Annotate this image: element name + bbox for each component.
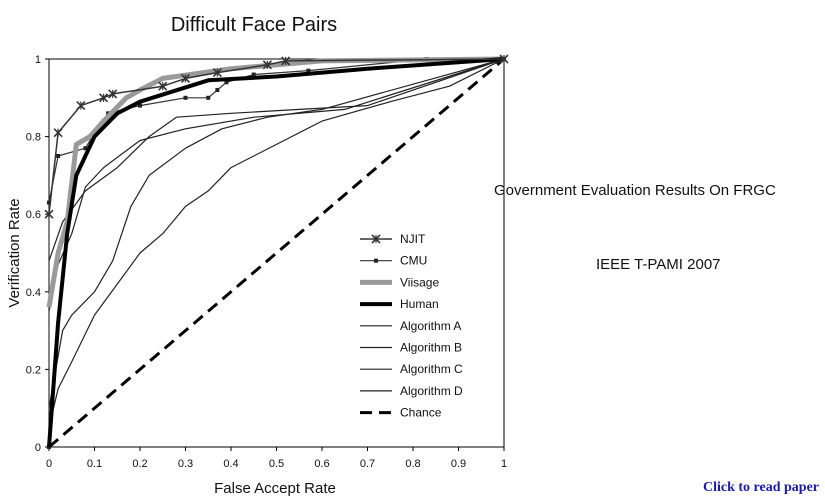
cmu-point xyxy=(206,95,211,100)
legend-label-cmu: CMU xyxy=(400,254,427,268)
njit-point xyxy=(99,93,109,103)
y-tick-label: 0.6 xyxy=(26,209,41,221)
legend: NJIT CMU Viisage Human Algorithm A Algorithm … xyxy=(360,232,463,420)
x-tick-label: 0.1 xyxy=(87,458,102,470)
cmu-point xyxy=(183,95,188,100)
x-tick-label: 0.4 xyxy=(223,458,238,470)
njit-point xyxy=(180,73,191,83)
cmu-point xyxy=(47,200,51,205)
evaluation-caption: Government Evaluation Results On FRGC xyxy=(494,182,776,199)
legend-label-algorithm-b: Algorithm B xyxy=(400,341,462,355)
algorithm-d-series-line xyxy=(48,58,505,428)
viisage-series-line xyxy=(46,56,505,308)
y-tick-label: 0 xyxy=(35,442,41,454)
legend-label-njit: NJIT xyxy=(400,232,426,246)
x-tick-label: 0.3 xyxy=(178,458,193,470)
njit-point xyxy=(262,60,272,70)
cmu-point xyxy=(306,68,311,73)
cmu-point xyxy=(251,72,256,77)
njit-point xyxy=(499,54,509,64)
cmu-point xyxy=(215,88,220,93)
njit-point xyxy=(44,209,54,219)
legend-njit-point xyxy=(371,234,381,244)
x-axis-label: False Accept Rate xyxy=(214,480,336,497)
njit-point xyxy=(212,68,222,78)
chart-title: Difficult Face Pairs xyxy=(171,14,337,36)
legend-label-algorithm-c: Algorithm C xyxy=(400,362,463,376)
cmu-point xyxy=(224,80,229,85)
x-tick-label: 0.2 xyxy=(132,458,147,470)
x-tick-label: 1 xyxy=(501,458,507,470)
legend-label-chance: Chance xyxy=(400,406,442,420)
publication-caption: IEEE T-PAMI 2007 xyxy=(596,256,721,273)
x-tick-label: 0 xyxy=(46,458,52,470)
y-tick-label: 0.2 xyxy=(26,364,41,376)
legend-cmu-point xyxy=(374,258,378,263)
legend-label-viisage: Viisage xyxy=(400,275,439,289)
x-tick-label: 0.9 xyxy=(451,458,466,470)
njit-point xyxy=(158,81,168,91)
x-tick-label: 0.5 xyxy=(269,458,284,470)
y-tick-label: 0.8 xyxy=(26,132,41,144)
cmu-point xyxy=(83,146,88,151)
read-paper-link[interactable]: Click to read paper xyxy=(702,480,819,495)
y-tick-label: 1 xyxy=(35,54,41,66)
algorithm-c-series-line xyxy=(48,58,505,409)
cmu-point xyxy=(138,103,142,108)
x-tick-label: 0.8 xyxy=(405,458,420,470)
chance-series-line xyxy=(48,57,505,449)
algorithm-b-series-line xyxy=(48,58,505,261)
njit-point xyxy=(76,100,86,111)
y-axis-label: Verification Rate xyxy=(6,198,23,307)
human-series-line xyxy=(47,57,505,448)
legend-label-human: Human xyxy=(400,297,439,311)
algorithm-a-series-line xyxy=(48,58,505,312)
legend-label-algorithm-d: Algorithm D xyxy=(400,384,463,398)
x-tick-label: 0.6 xyxy=(314,458,329,470)
njit-point xyxy=(53,128,63,138)
legend-label-algorithm-a: Algorithm A xyxy=(400,319,461,333)
y-tick-label: 0.4 xyxy=(26,287,41,299)
cmu-point xyxy=(56,154,61,158)
njit-point xyxy=(108,89,118,99)
x-tick-label: 0.7 xyxy=(360,458,375,470)
njit-point xyxy=(281,56,291,66)
cmu-series-line xyxy=(48,58,504,447)
